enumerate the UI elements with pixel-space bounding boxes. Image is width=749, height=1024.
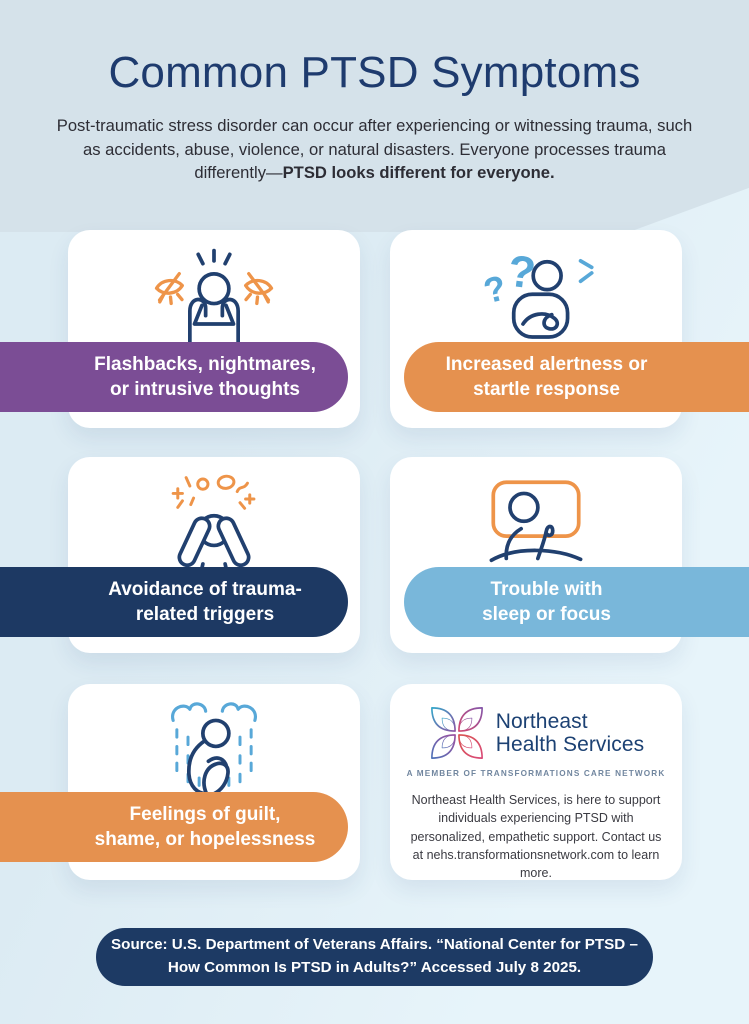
pill-label-line: or intrusive thoughts	[110, 379, 300, 400]
intro-text: Post-traumatic stress disorder can occur…	[55, 114, 695, 185]
symptom-pill-avoidance: Avoidance of trauma- related triggers	[0, 567, 348, 637]
source-text-line1: Source: U.S. Department of Veterans Affa…	[111, 936, 638, 954]
head-in-hands-icon	[154, 248, 274, 347]
brand-card: Northeast Health Services A MEMBER OF TR…	[390, 684, 682, 880]
symptom-pill-sleep: Trouble with sleep or focus	[404, 567, 749, 637]
source-text-line2: How Common Is PTSD in Adults?” Accessed …	[167, 959, 582, 976]
pill-label-line: Flashbacks, nightmares,	[94, 353, 316, 375]
symptom-pill-alertness: Increased alertness or startle response	[404, 342, 749, 412]
rain-cloud-person-icon	[171, 702, 257, 796]
pill-label-line: sleep or focus	[482, 604, 611, 625]
brand-description: Northeast Health Services, is here to su…	[410, 793, 662, 880]
intro-normal: Post-traumatic stress disorder can occur…	[56, 116, 693, 183]
pill-label-line: Feelings of guilt,	[129, 803, 281, 825]
intro-bold: PTSD looks different for everyone.	[282, 163, 555, 183]
pill-label-line: related triggers	[135, 604, 275, 625]
brand-name-line2: Health Services	[495, 733, 645, 756]
page-title: Common PTSD Symptoms	[108, 48, 641, 97]
source-pill: Source: U.S. Department of Veterans Affa…	[96, 928, 653, 986]
brand-logo-icon	[430, 707, 483, 759]
symptom-pill-guilt: Feelings of guilt, shame, or hopelessnes…	[0, 792, 348, 862]
pill-label-line: Avoidance of trauma-	[108, 578, 302, 600]
covering-ears-icon	[171, 474, 256, 575]
pill-label-line: Trouble with	[490, 578, 603, 600]
brand-name-line1: Northeast	[495, 709, 588, 733]
pill-label-line: Increased alertness or	[445, 353, 648, 375]
pill-label-line: shame, or hopelessness	[94, 829, 316, 850]
startled-person-icon: ? ?	[480, 247, 594, 339]
symptom-pill-flashbacks: Flashbacks, nightmares, or intrusive tho…	[0, 342, 348, 412]
brand-tagline: A MEMBER OF TRANSFORMATIONS CARE NETWORK	[406, 769, 666, 778]
brand-name: Northeast Health Services	[496, 710, 645, 756]
pill-label-line: startle response	[473, 379, 620, 400]
header-background-band	[0, 0, 749, 232]
person-in-bed-icon	[489, 480, 583, 563]
